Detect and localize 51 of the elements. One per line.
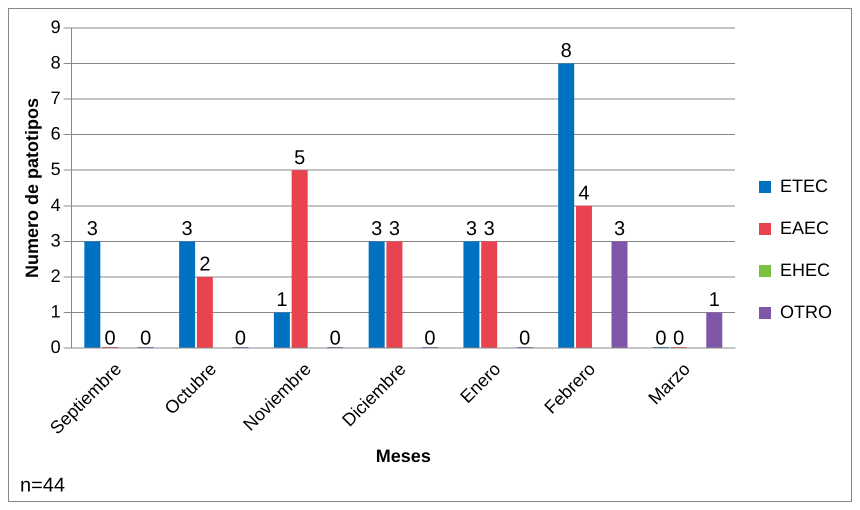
bar <box>368 241 385 348</box>
legend-label: OTRO <box>780 302 832 322</box>
y-tick-label: 7 <box>50 88 61 108</box>
data-label: 3 <box>484 218 495 240</box>
bar <box>481 241 498 348</box>
data-label: 0 <box>140 328 152 350</box>
y-axis-title: Numero de patotipos <box>22 98 42 278</box>
data-label: 1 <box>708 288 720 311</box>
data-label: 0 <box>234 328 246 350</box>
y-tick-label: 6 <box>50 124 61 144</box>
bar <box>612 241 628 348</box>
data-label: 0 <box>104 328 116 350</box>
data-label: 5 <box>294 146 306 169</box>
bar <box>196 276 213 348</box>
data-label: 3 <box>182 218 193 240</box>
data-label: 0 <box>330 328 341 350</box>
data-label: 4 <box>578 182 590 204</box>
y-tick-label: 1 <box>50 301 61 322</box>
text: n=44 <box>20 474 66 497</box>
bar <box>292 170 308 348</box>
bar <box>706 312 722 348</box>
data-label: 3 <box>466 218 477 240</box>
bar <box>274 312 290 348</box>
bar <box>386 241 402 348</box>
y-tick-label: 9 <box>50 16 61 37</box>
y-tick-label: 0 <box>50 337 61 358</box>
data-label: 3 <box>371 218 382 240</box>
data-label: 8 <box>560 40 572 62</box>
bar <box>558 64 574 348</box>
bar <box>84 241 100 348</box>
y-tick-label: 8 <box>50 52 61 73</box>
legend-label: EAEC <box>780 218 830 238</box>
legend-label: EHEC <box>780 260 830 280</box>
data-label: 0 <box>673 328 684 350</box>
data-label: 2 <box>199 253 210 276</box>
data-label: 1 <box>276 288 288 311</box>
y-tick-label: 3 <box>50 230 61 250</box>
data-label: 0 <box>519 328 530 350</box>
y-tick-label: 4 <box>50 194 61 215</box>
x-axis-title: Meses <box>376 446 431 466</box>
data-label: 3 <box>86 218 98 240</box>
y-tick-label: 5 <box>50 159 61 180</box>
data-label: 0 <box>655 328 667 350</box>
bar <box>576 206 592 348</box>
y-tick-label: 2 <box>50 266 61 286</box>
bar <box>179 241 196 348</box>
bar <box>463 241 480 348</box>
legend-label: ETEC <box>780 176 828 196</box>
data-label: 0 <box>424 328 436 350</box>
data-label: 3 <box>614 218 626 240</box>
data-label: 3 <box>388 218 400 240</box>
